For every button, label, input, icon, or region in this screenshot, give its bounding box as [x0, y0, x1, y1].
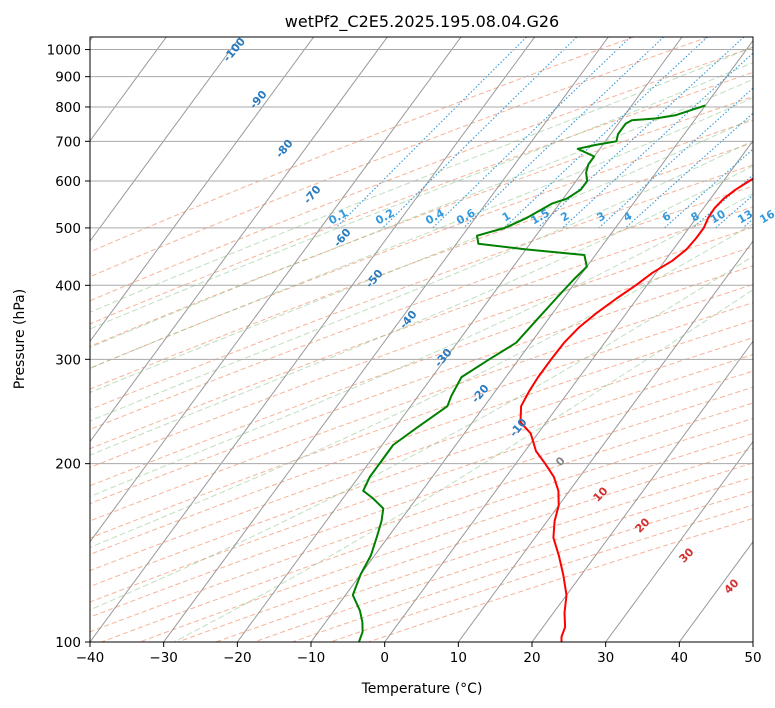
- isotherm-line: [457, 240, 753, 642]
- moist-adiabat-line: [90, 46, 753, 313]
- y-tick-label: 1000: [47, 43, 81, 59]
- moist-adiabat-line: [90, 97, 753, 369]
- background-lines: [90, 37, 753, 642]
- plot-frame: [89, 36, 754, 643]
- isotherm-line: [90, 37, 388, 443]
- mixing-ratio-label: 16: [757, 207, 775, 226]
- temperature-profile-line: [519, 177, 753, 642]
- y-tick-label: 900: [55, 70, 81, 86]
- mixing-ratio-line: [562, 52, 753, 229]
- mixing-ratio-line: [432, 37, 631, 229]
- x-tick-label: −30: [149, 650, 178, 666]
- y-axis-label: Pressure (hPa): [12, 289, 28, 389]
- y-tick-label: 700: [55, 134, 81, 150]
- isotherm-line: [90, 37, 315, 343]
- profiles: [351, 104, 753, 642]
- y-tick-label: 200: [55, 457, 81, 473]
- pressure-gridlines: [90, 49, 753, 642]
- dry-adiabat-line: [90, 226, 753, 469]
- dry-adiabat-line: [90, 37, 634, 253]
- x-tick-label: 50: [744, 650, 761, 666]
- moist-adiabat-line: [90, 165, 753, 456]
- x-tick-label: 10: [450, 650, 467, 666]
- dry-adiabat-line: [90, 302, 753, 539]
- moist-adiabat-line: [90, 255, 753, 611]
- y-tick-label: 600: [55, 174, 81, 190]
- dewpoint-profile-line: [351, 104, 706, 642]
- moist-adiabat-line: [90, 223, 753, 548]
- x-tick-label: −40: [76, 650, 105, 666]
- dry-adiabat-line: [177, 447, 753, 642]
- y-tick-label: 300: [55, 352, 81, 368]
- dry-adiabat-line: [90, 319, 753, 555]
- dry-adiabat-line: [90, 37, 709, 278]
- x-tick-label: −10: [297, 650, 326, 666]
- isotherm-line: [163, 37, 609, 642]
- y-tick-label: 400: [55, 278, 81, 294]
- mixing-ratio-line: [382, 37, 578, 229]
- mixing-ratio-line: [625, 112, 753, 229]
- chart-title: wetPf2_C2E5.2025.195.08.04.G26: [285, 12, 559, 32]
- mixing-ratio-line: [463, 37, 664, 229]
- x-tick-label: 0: [380, 650, 389, 666]
- y-tick-label: 800: [55, 100, 81, 116]
- dry-adiabat-line: [90, 354, 753, 588]
- y-tick-label: 100: [55, 635, 81, 651]
- dry-adiabat-line: [90, 185, 753, 430]
- y-axis: 100 200 300 400 500 600 700 800 900 1000: [47, 43, 90, 651]
- dry-adiabat-line: [139, 433, 753, 642]
- isotherm-line: [90, 37, 167, 142]
- moist-adiabat-line: [172, 289, 753, 642]
- dry-adiabat-line: [90, 46, 753, 302]
- x-tick-label: 40: [671, 650, 688, 666]
- dry-adiabat-line: [90, 337, 753, 572]
- isotherm-line: [310, 39, 753, 642]
- dry-adiabat-line: [330, 504, 753, 642]
- x-axis: −40 −30 −20 −10 0 10 20 30 40 50: [76, 642, 762, 666]
- moist-adiabat-line: [90, 140, 753, 422]
- x-tick-label: 20: [523, 650, 540, 666]
- x-tick-label: −20: [223, 650, 252, 666]
- isotherm-line: [90, 37, 241, 242]
- isotherm-line: [531, 340, 753, 642]
- x-tick-label: 30: [597, 650, 614, 666]
- isotherm-line: [236, 37, 683, 642]
- isotherm-line: [90, 37, 536, 642]
- dry-adiabat-line: [90, 96, 753, 347]
- dry-adiabat-line: [90, 206, 753, 450]
- moist-adiabat-line: [90, 61, 753, 330]
- dry-adiabat-line: [101, 417, 753, 642]
- dry-adiabat-line: [90, 164, 753, 411]
- isotherm-line: [605, 440, 753, 642]
- x-axis-label: Temperature (°C): [361, 681, 483, 697]
- isotherm-line: [384, 140, 753, 642]
- dry-adiabat-line: [90, 402, 753, 633]
- y-tick-label: 500: [55, 221, 81, 237]
